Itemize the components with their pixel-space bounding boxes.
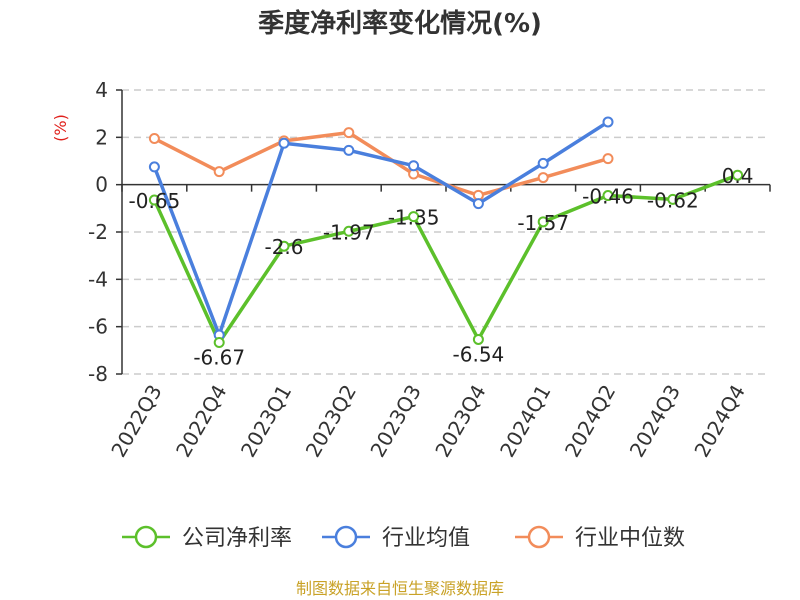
data-point [213, 337, 225, 349]
legend-label: 公司净利率 [182, 526, 292, 551]
data-label: 0.4 [722, 164, 754, 188]
data-point [602, 190, 614, 202]
data-point [537, 172, 549, 184]
legend-marker [334, 525, 358, 549]
y-axis-label: (%) [51, 114, 70, 142]
y-tick-label: 4 [95, 78, 108, 102]
y-tick-label: 0 [95, 173, 108, 197]
data-label: -0.65 [129, 189, 181, 213]
data-point [148, 194, 160, 206]
y-tick-label: -6 [88, 315, 108, 339]
legend-marker [527, 525, 551, 549]
data-point [213, 166, 225, 178]
chart-title: 季度净利率变化情况(%) [258, 8, 542, 39]
data-label: -0.46 [582, 185, 634, 209]
data-label: -1.57 [517, 211, 569, 235]
data-point [667, 193, 679, 205]
source-note: 制图数据来自恒生聚源数据库 [296, 579, 504, 598]
x-tick-label: 2024Q4 [689, 381, 749, 462]
x-tick-label: 2024Q2 [560, 381, 620, 462]
data-point [472, 198, 484, 210]
series-line [153, 130, 609, 198]
y-tick-labels: 4 2 0 -2 -4 -6 -8 [88, 78, 108, 386]
x-tick-label: 2023Q3 [365, 381, 425, 462]
data-point [732, 169, 744, 181]
legend: 公司净利率 行业均值 行业中位数 [122, 525, 685, 551]
series-points [148, 116, 744, 349]
x-tick-labels: 2022Q3 2022Q4 2023Q1 2023Q2 2023Q3 2023Q4 2024… [106, 381, 750, 462]
data-label: -1.35 [388, 206, 440, 230]
data-point [148, 133, 160, 145]
y-tick-label: -2 [88, 220, 108, 244]
data-label: -1.97 [323, 220, 375, 244]
data-point [537, 216, 549, 228]
data-point [408, 211, 420, 223]
legend-label: 行业中位数 [575, 526, 685, 551]
data-point [602, 153, 614, 165]
x-tick-label: 2022Q3 [106, 381, 166, 462]
data-point [343, 144, 355, 156]
series-line [152, 120, 609, 337]
y-tick-label: -8 [88, 362, 108, 386]
data-label: -0.62 [647, 188, 699, 212]
data-point [278, 240, 290, 252]
y-tick-label: -4 [88, 267, 108, 291]
x-tick-label: 2024Q1 [495, 381, 555, 462]
y-tick-label: 2 [95, 125, 108, 149]
data-point [343, 225, 355, 237]
series-lines [152, 120, 739, 345]
data-point [472, 333, 484, 345]
data-label: -2.6 [264, 235, 303, 259]
x-tick-label: 2023Q1 [236, 381, 296, 462]
data-label: -6.54 [453, 342, 505, 366]
x-tick-label: 2023Q2 [301, 381, 361, 462]
data-point [343, 127, 355, 139]
legend-label: 行业均值 [382, 526, 470, 551]
data-point [278, 137, 290, 149]
legend-marker [134, 525, 158, 549]
series-line [152, 173, 739, 345]
x-tick-label: 2022Q4 [171, 381, 231, 462]
data-point [408, 160, 420, 172]
data-labels: -0.65 -6.67 -2.6 -1.97 -1.35 -6.54 -1.57 -0.46-… [129, 164, 754, 369]
data-point [602, 116, 614, 128]
data-label: -6.67 [193, 346, 245, 370]
x-tick-label: 2024Q3 [625, 381, 685, 462]
x-tick-label: 2023Q4 [430, 381, 490, 462]
data-point [537, 157, 549, 169]
data-point [148, 161, 160, 173]
